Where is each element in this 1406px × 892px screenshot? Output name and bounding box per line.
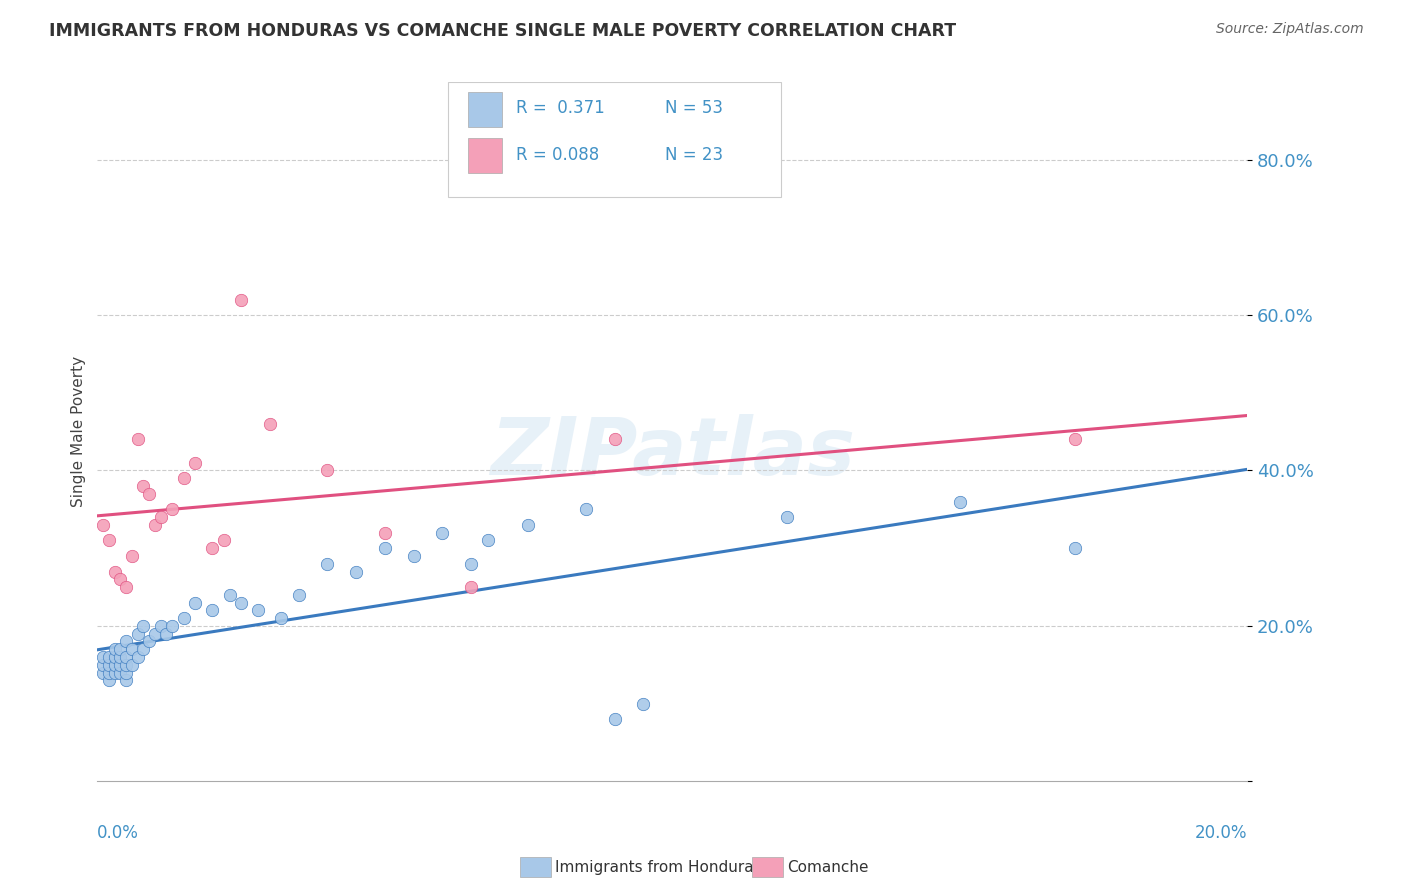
Point [201, 603, 224, 617]
Point [603, 433, 626, 447]
Text: IMMIGRANTS FROM HONDURAS VS COMANCHE SINGLE MALE POVERTY CORRELATION CHART: IMMIGRANTS FROM HONDURAS VS COMANCHE SIN… [49, 22, 956, 40]
Point [110, 657, 132, 672]
Point [460, 557, 482, 571]
FancyBboxPatch shape [468, 138, 502, 173]
Point [127, 626, 149, 640]
Point [270, 611, 292, 625]
Point [160, 502, 183, 516]
Point [138, 634, 160, 648]
Text: 20.0%: 20.0% [1195, 824, 1247, 842]
Point [132, 619, 155, 633]
Point [115, 650, 138, 665]
Point [143, 626, 166, 640]
Point [374, 541, 396, 556]
Point [110, 572, 132, 586]
Point [104, 665, 127, 680]
Point [91, 665, 114, 680]
Point [97, 673, 120, 688]
Point [97, 657, 120, 672]
Point [229, 293, 252, 307]
Text: 0.0%: 0.0% [97, 824, 139, 842]
Point [460, 580, 482, 594]
Point [97, 650, 120, 665]
Text: R =  0.371: R = 0.371 [516, 100, 605, 118]
Point [121, 549, 143, 563]
Text: Comanche: Comanche [787, 860, 869, 874]
Point [149, 619, 172, 633]
Point [143, 517, 166, 532]
Point [127, 433, 149, 447]
Point [173, 471, 195, 485]
Text: ZIPatlas: ZIPatlas [489, 414, 855, 491]
Point [132, 642, 155, 657]
Point [115, 665, 138, 680]
Text: N = 23: N = 23 [665, 146, 724, 164]
Point [776, 510, 799, 524]
Point [110, 650, 132, 665]
Point [104, 650, 127, 665]
Point [104, 642, 127, 657]
Point [104, 565, 127, 579]
Point [1063, 433, 1085, 447]
Point [115, 657, 138, 672]
Point [173, 611, 195, 625]
Point [229, 596, 252, 610]
Point [138, 487, 160, 501]
Point [316, 463, 339, 477]
Point [287, 588, 309, 602]
Point [104, 657, 127, 672]
Point [115, 580, 138, 594]
FancyBboxPatch shape [468, 93, 502, 128]
Point [949, 494, 972, 508]
Point [110, 642, 132, 657]
Text: Immigrants from Honduras: Immigrants from Honduras [555, 860, 762, 874]
Point [155, 626, 177, 640]
Point [212, 533, 235, 548]
Point [91, 650, 114, 665]
Point [91, 657, 114, 672]
Point [115, 673, 138, 688]
Point [184, 456, 207, 470]
Point [1063, 541, 1085, 556]
Point [402, 549, 425, 563]
Point [316, 557, 339, 571]
Point [121, 657, 143, 672]
Text: Source: ZipAtlas.com: Source: ZipAtlas.com [1216, 22, 1364, 37]
Point [432, 525, 454, 540]
Point [517, 517, 540, 532]
Point [97, 665, 120, 680]
Y-axis label: Single Male Poverty: Single Male Poverty [72, 356, 86, 508]
Text: R = 0.088: R = 0.088 [516, 146, 599, 164]
Point [149, 510, 172, 524]
Point [91, 517, 114, 532]
Point [218, 588, 240, 602]
Point [247, 603, 270, 617]
Point [127, 650, 149, 665]
Point [374, 525, 396, 540]
Text: N = 53: N = 53 [665, 100, 723, 118]
Point [121, 642, 143, 657]
Point [344, 565, 367, 579]
Point [115, 634, 138, 648]
Point [259, 417, 281, 431]
Point [633, 697, 655, 711]
Point [603, 712, 626, 726]
Point [132, 479, 155, 493]
Point [97, 533, 120, 548]
Point [110, 665, 132, 680]
FancyBboxPatch shape [449, 82, 782, 197]
Point [477, 533, 499, 548]
Point [201, 541, 224, 556]
Point [160, 619, 183, 633]
Point [184, 596, 207, 610]
Point [575, 502, 598, 516]
